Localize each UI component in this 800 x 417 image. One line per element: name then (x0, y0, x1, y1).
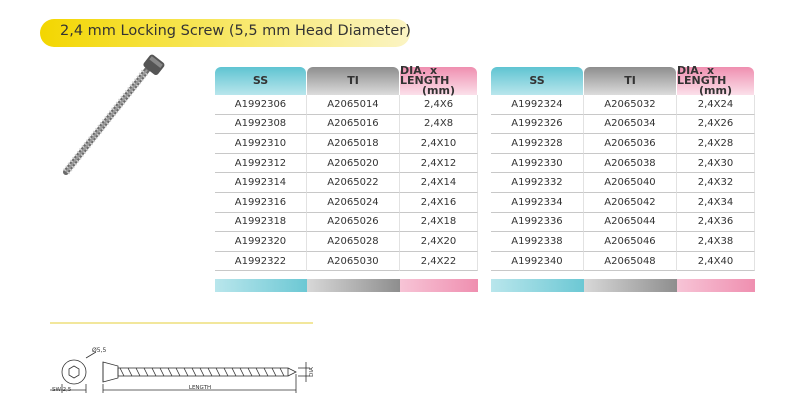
table-cell: 2,4X32 (677, 173, 755, 193)
table-cell: A2065046 (584, 232, 677, 252)
header-text: DIA. x LENGTH (677, 64, 727, 87)
column-header: TI (584, 67, 676, 95)
head-diameter-label: Ø5,5 (92, 347, 106, 354)
table-cell: A2065022 (307, 173, 400, 193)
table-cell: A2065040 (584, 173, 677, 193)
table-cell: 2,4X36 (677, 212, 755, 233)
table-cell: A2065018 (307, 134, 400, 154)
table-cell: A2065044 (584, 212, 677, 233)
table-cell: A1992324 (491, 95, 584, 115)
table-cell: 2,4X34 (677, 193, 755, 213)
column-header: DIA. x LENGTH (mm) (400, 64, 477, 97)
table-cell: A1992310 (215, 134, 307, 154)
table-cell: 2,4X18 (400, 212, 478, 233)
header-text: DIA. x LENGTH (400, 64, 450, 87)
title: 2,4 mm Locking Screw (5,5 mm Head Diamet… (60, 23, 411, 39)
table-cell: A2065036 (584, 134, 677, 154)
table-cell: 2,4X14 (400, 173, 478, 193)
table-cell: A2065038 (584, 153, 677, 174)
table-cell: A2065026 (307, 212, 400, 233)
table-cell: A1992328 (491, 134, 584, 154)
table-cell: 2,4X30 (677, 153, 755, 174)
socket-label: SW 2,5 (52, 387, 72, 393)
table-cell: A1992338 (491, 232, 584, 252)
table-cell: A1992322 (215, 251, 307, 272)
table-cell: A2065020 (307, 153, 400, 174)
header-text: SS (252, 74, 269, 87)
table-cell: 2,4X38 (677, 232, 755, 252)
header-unit: (mm) (422, 84, 455, 97)
table-cell: 2,4X22 (400, 251, 478, 272)
table-footer (400, 279, 478, 293)
table-cell: 2,4X20 (400, 232, 478, 252)
table-cell: A2065034 (584, 114, 677, 135)
table-footer (215, 279, 307, 293)
table-footer (307, 279, 400, 293)
table-cell: A1992326 (491, 114, 584, 135)
table-footer (491, 279, 584, 293)
table-cell: A2065030 (307, 251, 400, 272)
table-cell: A2065014 (307, 95, 400, 115)
column-header: TI (307, 67, 399, 95)
diameter-label: DIA (309, 367, 315, 377)
table-cell: A1992340 (491, 251, 584, 272)
table-footer (584, 279, 677, 293)
table-cell: 2,4X6 (400, 95, 478, 115)
table-cell: 2,4X26 (677, 114, 755, 135)
title-bar (40, 19, 410, 47)
table-cell: 2,4X10 (400, 134, 478, 154)
header-text: TI (347, 74, 359, 87)
table-cell: A2065024 (307, 193, 400, 213)
table-cell: A2065042 (584, 193, 677, 213)
header-text: TI (624, 74, 636, 87)
length-label: LENGTH (189, 385, 211, 391)
column-header: DIA. x LENGTH (mm) (677, 64, 754, 97)
column-header: SS (491, 67, 583, 95)
table-cell: A1992318 (215, 212, 307, 233)
table-cell: A1992330 (491, 153, 584, 174)
table-cell: A1992336 (491, 212, 584, 233)
table-cell: A1992320 (215, 232, 307, 252)
table-cell: A1992316 (215, 193, 307, 213)
table-cell: 2,4X8 (400, 114, 478, 135)
screw-image (62, 54, 165, 175)
table-cell: A1992308 (215, 114, 307, 135)
table-cell: 2,4X28 (677, 134, 755, 154)
header-text: SS (529, 74, 545, 87)
table-cell: A1992332 (491, 173, 584, 193)
header-unit: (mm) (699, 84, 732, 97)
table-cell: A1992312 (215, 153, 307, 174)
column-header: SS (215, 67, 306, 95)
table-cell: A1992314 (215, 173, 307, 193)
technical-drawing (50, 351, 310, 393)
table-cell: 2,4X40 (677, 251, 755, 272)
table-cell: 2,4X16 (400, 193, 478, 213)
table-cell: A1992334 (491, 193, 584, 213)
table-cell: A2065028 (307, 232, 400, 252)
table-cell: A2065016 (307, 114, 400, 135)
table-cell: A2065048 (584, 251, 677, 272)
table-cell: 2,4X24 (677, 95, 755, 115)
table-cell: A2065032 (584, 95, 677, 115)
table-cell: 2,4X12 (400, 153, 478, 174)
table-footer (677, 279, 755, 293)
table-cell: A1992306 (215, 95, 307, 115)
